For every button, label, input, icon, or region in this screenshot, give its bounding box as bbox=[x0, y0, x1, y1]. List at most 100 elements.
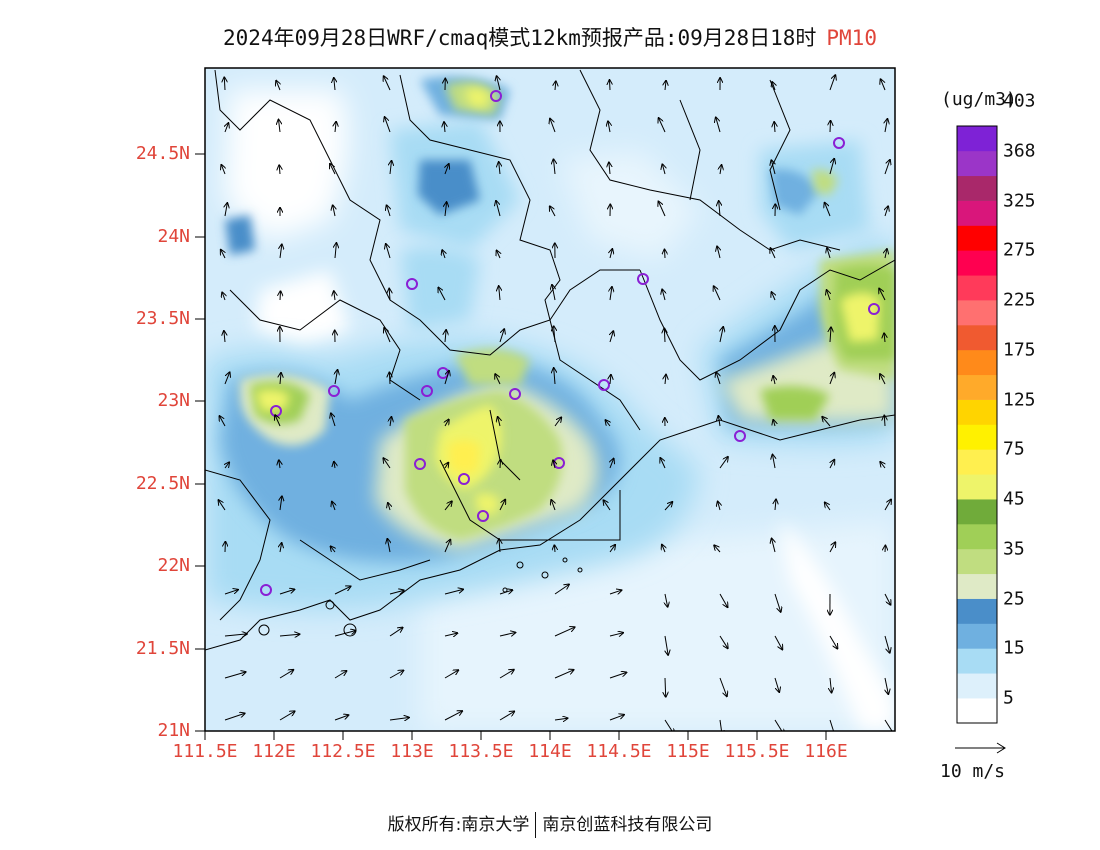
colorbar-label: 15 bbox=[1003, 637, 1025, 659]
wind-vector bbox=[880, 374, 886, 385]
colorbar-label: 75 bbox=[1003, 438, 1025, 460]
wind-vector bbox=[334, 715, 348, 721]
wind-vector bbox=[884, 719, 896, 731]
wind-vector bbox=[335, 122, 336, 133]
wind-vector bbox=[389, 289, 390, 301]
wind-vector bbox=[822, 417, 831, 427]
wind-vector bbox=[719, 457, 728, 469]
wind-vector bbox=[774, 719, 784, 731]
wind-vector bbox=[445, 202, 447, 217]
wind-vector bbox=[830, 460, 834, 469]
wind-vector bbox=[225, 463, 229, 469]
colorbar-label: 35 bbox=[1003, 538, 1025, 560]
wind-vector bbox=[880, 462, 885, 469]
colorbar-swatch bbox=[957, 698, 997, 724]
wind-vector bbox=[829, 719, 835, 731]
lon-label: 114.5E bbox=[586, 741, 652, 762]
colorbar-swatch bbox=[957, 648, 997, 674]
wind-vector bbox=[497, 76, 500, 91]
station-marker bbox=[637, 273, 649, 285]
wind-vector bbox=[332, 502, 335, 511]
wind-vector bbox=[385, 117, 391, 133]
wind-vector bbox=[662, 545, 665, 553]
wind-vector bbox=[280, 543, 282, 553]
wind-vector bbox=[280, 291, 281, 301]
wind-vector bbox=[386, 244, 391, 259]
wind-vector bbox=[610, 80, 611, 91]
wind-vector bbox=[830, 121, 831, 133]
lon-label: 112.5E bbox=[310, 741, 376, 762]
wind-vector bbox=[609, 673, 626, 679]
wind-vector bbox=[884, 500, 891, 511]
reference-vector-arrow bbox=[955, 742, 1006, 754]
wind-vector bbox=[554, 326, 555, 343]
wind-vector bbox=[279, 120, 281, 133]
wind-vector bbox=[830, 677, 832, 693]
colorbar-swatch bbox=[957, 399, 997, 425]
wind-vector bbox=[225, 203, 227, 217]
wind-vector bbox=[774, 122, 775, 133]
wind-vector bbox=[608, 121, 610, 133]
wind-vector bbox=[496, 201, 501, 217]
lat-label: 21.5N bbox=[135, 638, 190, 659]
wind-vector bbox=[224, 78, 225, 91]
wind-vector bbox=[224, 372, 230, 385]
wind-vector bbox=[610, 459, 614, 469]
colorbar-swatch bbox=[957, 349, 997, 376]
wind-vector bbox=[279, 711, 295, 721]
lat-label: 24.5N bbox=[135, 143, 190, 164]
wind-vector bbox=[885, 206, 888, 217]
wind-vector bbox=[718, 502, 720, 511]
wind-vector bbox=[438, 288, 446, 301]
wind-vector bbox=[664, 328, 665, 343]
wind-vector bbox=[554, 545, 555, 553]
wind-vector bbox=[665, 375, 666, 385]
wind-vector bbox=[383, 458, 391, 469]
wind-vector bbox=[774, 593, 781, 612]
colorbar-label: 25 bbox=[1003, 588, 1025, 610]
colorbar-label: 5 bbox=[1003, 687, 1014, 709]
wind-vector bbox=[384, 76, 391, 91]
wind-vector bbox=[224, 590, 238, 595]
colorbar-swatch bbox=[957, 673, 997, 699]
wind-vector bbox=[335, 243, 336, 259]
wind-vector bbox=[444, 589, 463, 595]
wind-vector bbox=[829, 75, 835, 91]
colorbar-swatch bbox=[957, 150, 997, 177]
wind-vector bbox=[444, 371, 449, 385]
wind-vector bbox=[499, 670, 514, 679]
lon-label: 114E bbox=[528, 741, 572, 762]
wind-vector bbox=[716, 118, 721, 133]
wind-vector bbox=[609, 633, 623, 636]
colorbar-swatch bbox=[957, 474, 997, 500]
station-marker bbox=[421, 385, 433, 397]
wind-vector bbox=[444, 633, 457, 636]
colorbar-swatch bbox=[957, 275, 997, 301]
wind-vector bbox=[716, 372, 720, 385]
wind-vector bbox=[774, 677, 779, 692]
wind-vector bbox=[389, 590, 404, 594]
footer-right: 南京创蓝科技有限公司 bbox=[542, 815, 713, 835]
wind-vector bbox=[279, 460, 280, 469]
wind-vector bbox=[606, 420, 611, 427]
wind-vector bbox=[334, 586, 351, 595]
wind-vector bbox=[499, 329, 504, 343]
wind-vector bbox=[499, 162, 500, 175]
wind-vector bbox=[445, 420, 449, 427]
station-marker bbox=[490, 90, 502, 102]
wind-vector bbox=[389, 373, 390, 385]
lat-label: 23.5N bbox=[135, 308, 190, 329]
wind-vector bbox=[389, 718, 409, 721]
wind-vector bbox=[495, 374, 501, 385]
lat-label: 22.5N bbox=[135, 473, 190, 494]
wind-vector bbox=[498, 417, 500, 427]
wind-vector bbox=[280, 245, 282, 259]
wind-vector bbox=[773, 376, 775, 385]
lon-label: 116E bbox=[804, 741, 848, 762]
wind-vector bbox=[333, 205, 335, 217]
wind-vector bbox=[829, 635, 837, 649]
wind-vector bbox=[224, 331, 225, 343]
colorbar-swatch bbox=[957, 300, 997, 326]
colorbar-label: 125 bbox=[1003, 389, 1036, 411]
wind-vector bbox=[221, 250, 225, 259]
